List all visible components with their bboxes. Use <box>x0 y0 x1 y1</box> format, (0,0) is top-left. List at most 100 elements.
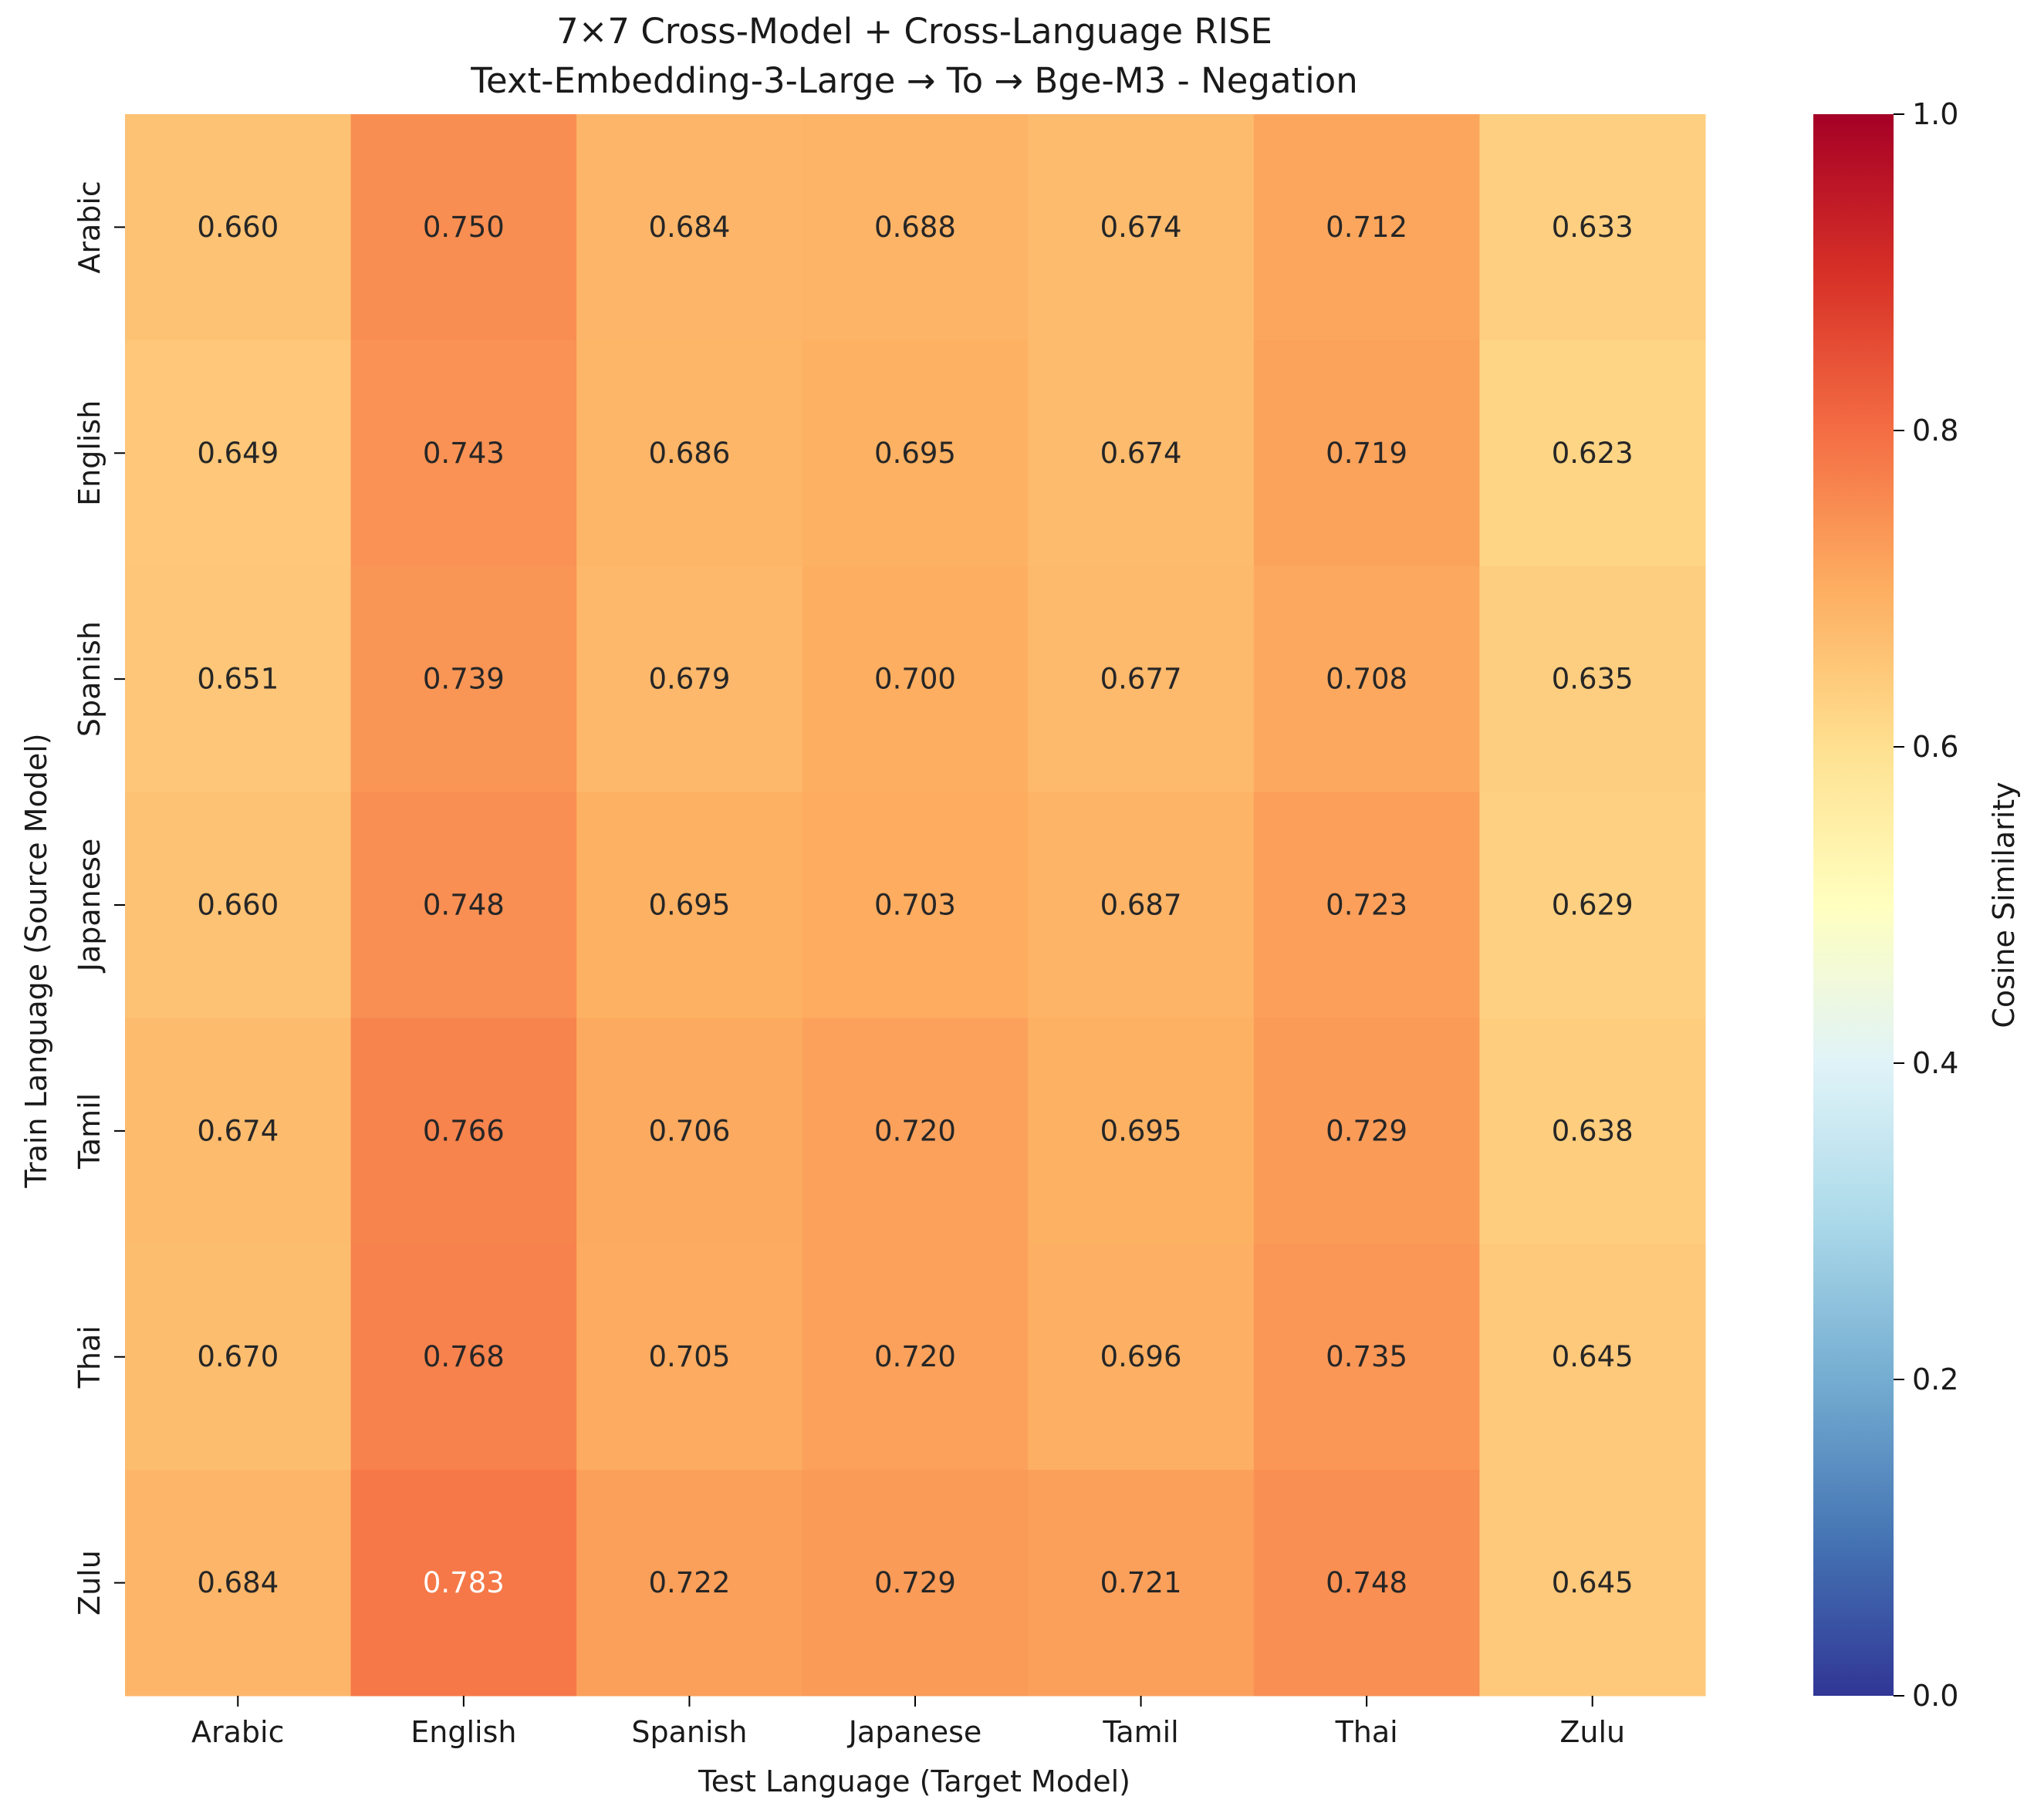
heatmap-cell <box>1028 1470 1255 1697</box>
colorbar <box>1813 114 1894 1696</box>
x-tick-label: Tamil <box>1102 1715 1178 1749</box>
heatmap-cell <box>1479 114 1706 341</box>
cell-value-label: 0.729 <box>874 1566 956 1599</box>
heatmap-cell <box>1479 792 1706 1018</box>
cell-value-label: 0.768 <box>423 1340 505 1373</box>
heatmap-cell-labels: 0.660 0.750 0.684 0.688 0.674 0.712 0.633 0.649… <box>197 211 1633 1599</box>
heatmap-cell <box>576 1018 803 1244</box>
heatmap-cell <box>350 1018 577 1244</box>
heatmap-cell <box>1028 339 1255 567</box>
cell-value-label: 0.706 <box>648 1114 730 1147</box>
cell-value-label: 0.674 <box>197 1114 279 1147</box>
cell-value-label: 0.674 <box>1100 437 1182 470</box>
cell-value-label: 0.695 <box>1100 1114 1182 1147</box>
heatmap-cell <box>350 1244 577 1471</box>
y-tick-label: Spanish <box>73 621 106 737</box>
cell-value-label: 0.674 <box>1100 211 1182 244</box>
heatmap-cell <box>1479 1470 1706 1697</box>
heatmap-cell <box>1479 1244 1706 1471</box>
chart-title-line2: Text-Embedding-3-Large → To → Bge-M3 - N… <box>470 60 1358 101</box>
colorbar-tick-label: 0.0 <box>1912 1679 1958 1713</box>
cell-value-label: 0.629 <box>1552 889 1634 922</box>
heatmap-cell <box>576 566 803 793</box>
y-tick-label: Zulu <box>73 1550 106 1616</box>
x-tick-label: English <box>411 1715 516 1749</box>
x-axis-label: Test Language (Target Model) <box>698 1764 1130 1798</box>
heatmap-cell <box>125 792 352 1018</box>
heatmap-cell <box>1028 792 1255 1018</box>
x-tick-label: Thai <box>1335 1715 1398 1749</box>
colorbar-ticks: 0.0 0.2 0.4 0.6 0.8 1.0 <box>1894 97 1958 1713</box>
heatmap-cell <box>1028 1244 1255 1471</box>
heatmap-cell <box>1479 566 1706 793</box>
heatmap-cell <box>802 1244 1029 1471</box>
heatmap-cell <box>125 114 352 341</box>
heatmap-cell <box>1253 1244 1480 1471</box>
cell-value-label: 0.729 <box>1326 1114 1407 1147</box>
cell-value-label: 0.696 <box>1100 1340 1182 1373</box>
cell-value-label: 0.684 <box>648 211 730 244</box>
cell-value-label: 0.719 <box>1326 437 1407 470</box>
cell-value-label: 0.635 <box>1552 663 1634 696</box>
cell-value-label: 0.623 <box>1552 437 1634 470</box>
heatmap-cell <box>125 566 352 793</box>
y-tick-label: Tamil <box>73 1093 106 1170</box>
heatmap-cell <box>350 339 577 567</box>
heatmap-cells <box>125 114 1706 1697</box>
cell-value-label: 0.677 <box>1100 663 1182 696</box>
cell-value-label: 0.645 <box>1552 1340 1634 1373</box>
cell-value-label: 0.700 <box>874 663 956 696</box>
cell-value-label: 0.651 <box>197 663 279 696</box>
heatmap-cell <box>350 566 577 793</box>
colorbar-label: Cosine Similarity <box>1987 782 2021 1028</box>
cell-value-label: 0.708 <box>1326 663 1407 696</box>
heatmap-cell <box>1253 1470 1480 1697</box>
y-tick-label: Arabic <box>73 181 106 273</box>
cell-value-label: 0.748 <box>1326 1566 1407 1599</box>
cell-value-label: 0.783 <box>423 1566 505 1599</box>
cell-value-label: 0.684 <box>197 1566 279 1599</box>
cell-value-label: 0.703 <box>874 889 956 922</box>
cell-value-label: 0.750 <box>423 211 505 244</box>
heatmap-cell <box>576 339 803 567</box>
heatmap-cell <box>1253 1018 1480 1244</box>
y-tick-label: Thai <box>73 1325 106 1389</box>
cell-value-label: 0.723 <box>1326 889 1407 922</box>
cell-value-label: 0.705 <box>648 1340 730 1373</box>
heatmap-cell <box>1028 566 1255 793</box>
heatmap-cell <box>802 1470 1029 1697</box>
cell-value-label: 0.660 <box>197 889 279 922</box>
heatmap-cell <box>350 114 577 341</box>
cell-value-label: 0.722 <box>648 1566 730 1599</box>
cell-value-label: 0.743 <box>423 437 505 470</box>
cell-value-label: 0.720 <box>874 1114 956 1147</box>
cell-value-label: 0.633 <box>1552 211 1634 244</box>
heatmap-cell <box>576 1244 803 1471</box>
y-tick-label: English <box>73 400 106 506</box>
chart-title-line1: 7×7 Cross-Model + Cross-Language RISE <box>556 11 1272 52</box>
heatmap-cell <box>802 339 1029 567</box>
cell-value-label: 0.735 <box>1326 1340 1407 1373</box>
x-axis-ticks: Arabic English Spanish Japanese Tamil Thai Zul… <box>191 1696 1625 1749</box>
colorbar-tick-label: 0.2 <box>1912 1362 1958 1396</box>
colorbar-tick-label: 0.8 <box>1912 414 1958 447</box>
y-axis-ticks: Arabic English Spanish Japanese Tamil Thai Zul… <box>73 181 125 1616</box>
heatmap-cell <box>576 792 803 1018</box>
heatmap-cell <box>1253 566 1480 793</box>
heatmap-cell <box>350 792 577 1018</box>
cell-value-label: 0.638 <box>1552 1114 1634 1147</box>
cell-value-label: 0.766 <box>423 1114 505 1147</box>
cell-value-label: 0.739 <box>423 663 505 696</box>
cell-value-label: 0.695 <box>648 889 730 922</box>
cell-value-label: 0.712 <box>1326 211 1407 244</box>
cell-value-label: 0.688 <box>874 211 956 244</box>
heatmap-cell <box>802 1018 1029 1244</box>
heatmap-cell <box>1479 1018 1706 1244</box>
cell-value-label: 0.670 <box>197 1340 279 1373</box>
x-tick-label: Japanese <box>847 1715 982 1749</box>
cell-value-label: 0.748 <box>423 889 505 922</box>
colorbar-tick-label: 1.0 <box>1912 97 1958 131</box>
heatmap-cell <box>125 1244 352 1471</box>
x-tick-label: Spanish <box>631 1715 747 1749</box>
